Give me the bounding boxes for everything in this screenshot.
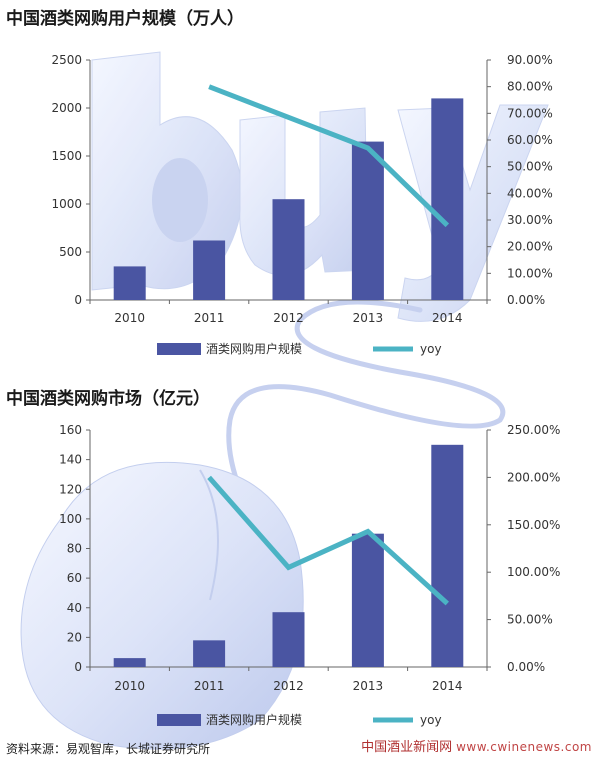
y2-tick-label: 90.00% (507, 53, 553, 67)
chart-user-scale: 0 500 1000 1500 2000 2500 0.00% 10.00% 20.00% 30.… (51, 53, 552, 356)
x-tick-label: 2013 (353, 311, 384, 325)
legend-label-line: yoy (420, 342, 442, 356)
bar-2012 (272, 612, 305, 667)
watermark-url: www.cwinenews.com (456, 740, 592, 754)
y-tick-label: 0 (74, 293, 82, 307)
x-tick-label: 2012 (273, 679, 304, 693)
y2-tick-label: 0.00% (507, 293, 545, 307)
bar-2013 (351, 141, 384, 300)
y2-tick-label: 50.00% (507, 160, 553, 174)
y2-tick-label: 250.00% (507, 423, 560, 437)
y2-tick-label: 10.00% (507, 266, 553, 280)
y-tick-label: 60 (67, 571, 82, 585)
watermark: 中国酒业新闻网 www.cwinenews.com (361, 736, 592, 755)
y2-tick-label: 60.00% (507, 133, 553, 147)
source-note: 资料来源：易观智库，长城证券研究所 (6, 742, 211, 756)
x-tick-label: 2012 (273, 311, 304, 325)
chart-title-market: 中国酒类网购市场（亿元） (6, 389, 210, 409)
y-tick-label: 80 (67, 542, 82, 556)
chart-title-users: 中国酒类网购用户规模（万人） (6, 9, 244, 29)
background-mouse (20, 461, 304, 750)
legend-swatch-bar (157, 714, 201, 726)
y-tick-label: 1000 (51, 197, 82, 211)
y2-tick-label: 40.00% (507, 186, 553, 200)
legend-label-line: yoy (420, 713, 442, 727)
y-tick-label: 160 (59, 423, 82, 437)
y-tick-label: 40 (67, 601, 82, 615)
bar-2011 (193, 240, 226, 300)
y-tick-label: 2000 (51, 101, 82, 115)
y-tick-label: 20 (67, 630, 82, 644)
y-tick-label: 120 (59, 482, 82, 496)
chart-market-size: 0 20 40 60 80 100 120 140 160 0.00% 50.00% 100.00% 1… (59, 423, 560, 727)
x-tick-label: 2014 (432, 679, 463, 693)
x-tick-label: 2010 (114, 311, 145, 325)
y2-tick-label: 100.00% (507, 565, 560, 579)
x-tick-label: 2013 (353, 679, 384, 693)
y2-tick-label: 50.00% (507, 613, 553, 627)
y2-tick-label: 70.00% (507, 106, 553, 120)
y2-tick-label: 200.00% (507, 470, 560, 484)
x-tick-label: 2010 (114, 679, 145, 693)
y-tick-label: 2500 (51, 53, 82, 67)
y-tick-label: 1500 (51, 149, 82, 163)
bar-2014 (431, 444, 464, 667)
y-tick-label: 140 (59, 453, 82, 467)
bar-2010 (113, 266, 146, 300)
y2-tick-label: 150.00% (507, 518, 560, 532)
background-mouse-cable (226, 299, 506, 493)
y2-tick-label: 20.00% (507, 240, 553, 254)
bar-2011 (193, 640, 226, 667)
y2-tick-label: 80.00% (507, 80, 553, 94)
bar-2010 (113, 658, 146, 667)
x-tick-label: 2011 (194, 311, 225, 325)
legend-label-bar: 酒类网购用户规模 (206, 712, 302, 727)
yoy-line (207, 475, 449, 606)
y2-tick-label: 30.00% (507, 213, 553, 227)
y2-tick-label: 0.00% (507, 660, 545, 674)
bar-2014 (431, 98, 464, 301)
background-buy-letters (91, 51, 549, 322)
bar-2012 (272, 199, 305, 300)
y-tick-label: 0 (74, 660, 82, 674)
bar-2013 (351, 533, 384, 667)
legend-swatch-bar (157, 343, 201, 355)
x-tick-label: 2011 (194, 679, 225, 693)
x-tick-label: 2014 (432, 311, 463, 325)
legend-label-bar: 酒类网购用户规模 (206, 341, 302, 356)
watermark-cn: 中国酒业新闻网 (361, 740, 453, 755)
y-tick-label: 100 (59, 512, 82, 526)
y-tick-label: 500 (59, 245, 82, 259)
